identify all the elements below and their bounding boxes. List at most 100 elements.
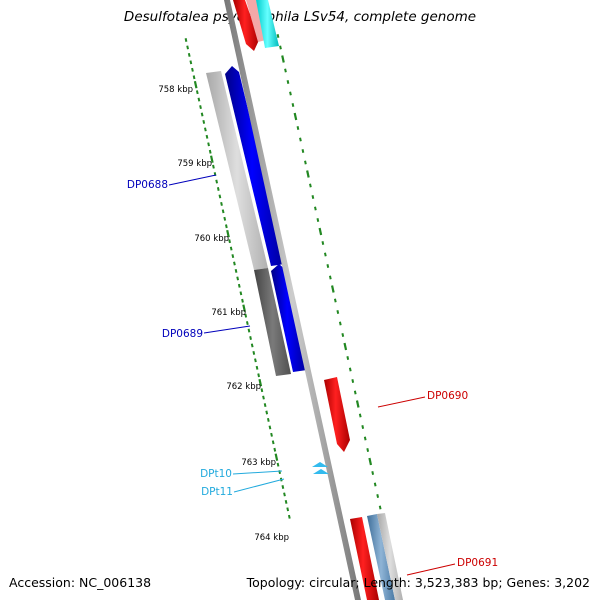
gene-label-dpt10[interactable]: DPt10 bbox=[200, 468, 232, 480]
inner-ruler-tick bbox=[184, 38, 188, 42]
outer-ruler-tick bbox=[276, 34, 280, 38]
leader-line-dp0690 bbox=[377, 396, 426, 408]
inner-ruler-tick bbox=[229, 246, 233, 251]
gene-arrow-top-pink bbox=[246, 0, 266, 42]
inner-ruler-tick bbox=[236, 276, 240, 281]
leader-line-dp0689 bbox=[203, 325, 251, 334]
trna-marker-dpt11[interactable] bbox=[313, 469, 329, 474]
outer-ruler-tick bbox=[346, 356, 350, 360]
outer-ruler-tick bbox=[323, 252, 327, 257]
inner-ruler-tick bbox=[265, 410, 269, 415]
inner-ruler-tick bbox=[273, 447, 277, 452]
gene-label-dp0688[interactable]: DP0688 bbox=[127, 179, 168, 191]
outer-ruler-tick bbox=[299, 137, 302, 142]
genome-title: Desulfotalea psychrophila LSv54, complet… bbox=[123, 9, 477, 25]
inner-ruler-tick bbox=[189, 60, 193, 65]
outer-ruler-tick bbox=[355, 400, 360, 408]
kbp-label-762: 762 kbp bbox=[226, 382, 261, 392]
outer-ruler-tick bbox=[373, 482, 377, 487]
inner-ruler-tick bbox=[254, 358, 257, 363]
inner-ruler-tick bbox=[284, 499, 288, 504]
inner-ruler-tick bbox=[274, 453, 279, 461]
inner-ruler-tick bbox=[197, 97, 201, 102]
outer-ruler-tick bbox=[376, 494, 380, 498]
outer-ruler-tick bbox=[289, 91, 292, 96]
inner-ruler-tick bbox=[231, 254, 235, 259]
outer-ruler-tick bbox=[296, 126, 300, 130]
inner-ruler-tick bbox=[205, 134, 209, 139]
inner-ruler-tick bbox=[258, 378, 263, 387]
kbp-label-763: 763 kbp bbox=[241, 458, 276, 468]
inner-ruler-tick bbox=[268, 425, 272, 430]
outer-ruler-tick bbox=[336, 310, 340, 314]
inner-ruler-tick bbox=[263, 403, 267, 408]
inner-ruler-tick bbox=[287, 514, 291, 519]
gene-arrow-dp0688[interactable] bbox=[225, 66, 285, 266]
gene-arrow-dp0689[interactable] bbox=[271, 264, 307, 372]
inner-ruler-tick bbox=[234, 268, 238, 273]
inner-ruler-tick bbox=[281, 485, 285, 489]
outer-ruler-tick bbox=[338, 321, 342, 326]
outer-ruler-tick bbox=[321, 241, 325, 245]
inner-ruler-tick bbox=[207, 142, 210, 147]
inner-ruler-tick bbox=[216, 187, 220, 191]
kbp-label-761: 761 kbp bbox=[211, 308, 246, 318]
outer-ruler-tick bbox=[353, 390, 357, 395]
inner-ruler-tick bbox=[195, 90, 199, 95]
outer-ruler-tick bbox=[330, 285, 335, 293]
kbp-label-764: 764 kbp bbox=[254, 533, 289, 543]
outer-ruler-tick bbox=[286, 80, 290, 84]
inner-ruler-tick bbox=[244, 313, 248, 318]
leader-line-dpt11 bbox=[233, 478, 285, 493]
gene-arrow-top-cyan[interactable] bbox=[256, 0, 279, 48]
outer-ruler-tick bbox=[306, 170, 310, 178]
outer-ruler-tick bbox=[291, 103, 295, 107]
outer-ruler-tick bbox=[358, 413, 362, 418]
inner-ruler-tick bbox=[255, 365, 259, 370]
inner-ruler-tick bbox=[247, 328, 251, 333]
inner-ruler-tick bbox=[245, 321, 249, 326]
inner-ruler-tick bbox=[208, 149, 212, 154]
kbp-label-758: 758 kbp bbox=[158, 85, 193, 95]
outer-ruler-tick bbox=[371, 471, 375, 475]
outer-ruler-tick bbox=[314, 206, 317, 211]
inner-ruler-tick bbox=[221, 209, 225, 214]
inner-ruler-tick bbox=[228, 239, 231, 244]
gene-arrow-steel[interactable] bbox=[367, 514, 395, 600]
inner-ruler-tick bbox=[271, 440, 275, 445]
gene-arrow-light-gray bbox=[377, 513, 403, 600]
gene-label-dp0689[interactable]: DP0689 bbox=[162, 328, 203, 340]
inner-ruler-tick bbox=[260, 388, 264, 393]
outer-ruler-tick bbox=[368, 457, 373, 466]
inner-ruler-tick bbox=[249, 336, 252, 340]
outer-ruler-tick bbox=[363, 436, 367, 441]
inner-ruler-tick bbox=[226, 229, 230, 238]
outer-ruler-tick bbox=[318, 227, 323, 236]
inner-ruler-tick bbox=[270, 432, 273, 437]
outer-ruler-tick bbox=[341, 333, 345, 337]
gene-arrow-top-red[interactable] bbox=[233, 0, 259, 51]
gene-arrow-dp0690[interactable] bbox=[324, 377, 350, 452]
leader-line-dp0691 bbox=[406, 563, 456, 576]
inner-ruler-tick bbox=[191, 67, 194, 72]
inner-ruler-tick bbox=[192, 75, 196, 80]
gene-label-dp0691[interactable]: DP0691 bbox=[457, 557, 498, 569]
inner-ruler-tick bbox=[204, 127, 207, 132]
outer-ruler-tick bbox=[281, 55, 285, 63]
inner-ruler-tick bbox=[202, 119, 206, 124]
inner-ruler-tick bbox=[218, 194, 222, 199]
inner-ruler-tick bbox=[239, 291, 243, 296]
gene-arrow-dp0691[interactable] bbox=[350, 517, 379, 600]
genome-backbone bbox=[224, 0, 361, 600]
outer-ruler-tick bbox=[284, 68, 287, 73]
inner-ruler-tick bbox=[187, 52, 191, 57]
gene-label-dpt11[interactable]: DPt11 bbox=[201, 486, 233, 498]
kbp-label-760: 760 kbp bbox=[194, 234, 229, 244]
inner-ruler-tick bbox=[276, 462, 280, 467]
outer-ruler-tick bbox=[333, 298, 337, 303]
outer-ruler-track bbox=[276, 34, 402, 600]
gene-label-dp0690[interactable]: DP0690 bbox=[427, 390, 468, 402]
trna-marker-dpt10[interactable] bbox=[312, 462, 328, 467]
outer-ruler-tick bbox=[361, 425, 365, 429]
